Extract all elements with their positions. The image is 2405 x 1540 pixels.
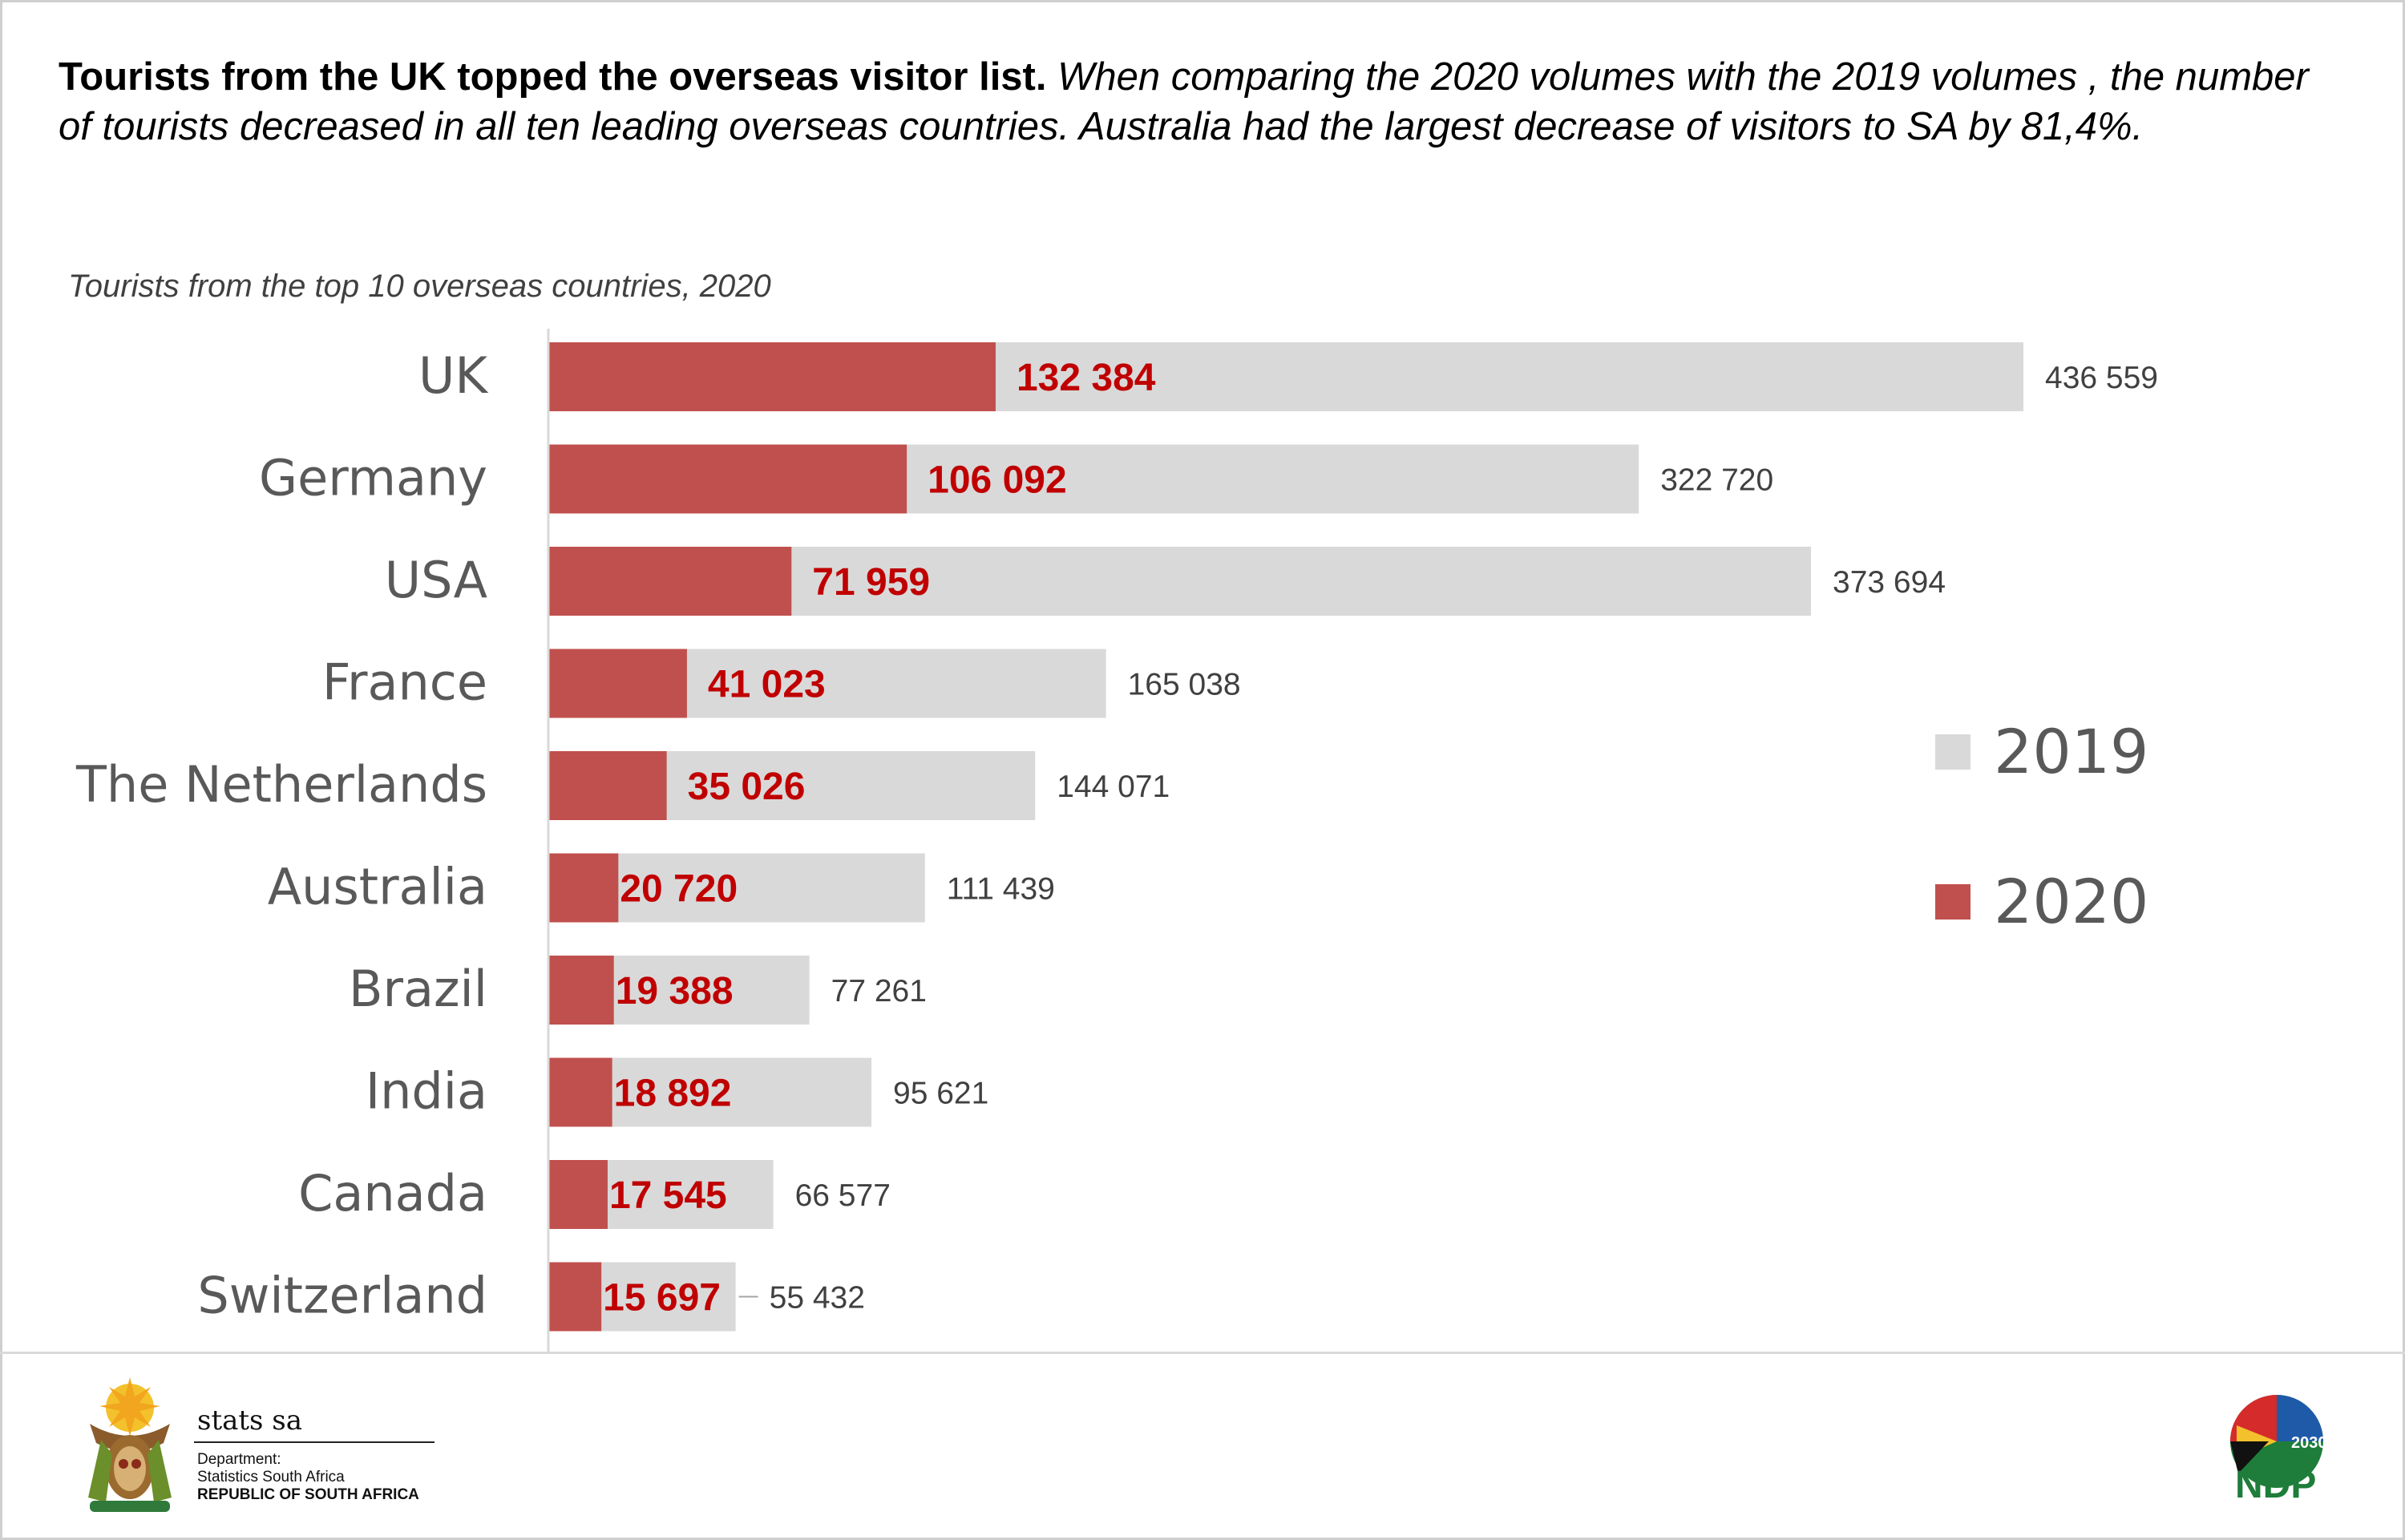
coat-of-arms-icon: [88, 1377, 172, 1512]
category-label: USA: [385, 551, 487, 609]
category-label: Canada: [298, 1164, 487, 1223]
value-label-2019: 95 621: [893, 1077, 988, 1111]
dept-name: Statistics South Africa: [197, 1469, 345, 1485]
headline: Tourists from the UK topped the overseas…: [59, 52, 2351, 152]
value-label-2019: 165 038: [1128, 668, 1241, 702]
value-label-2019: 55 432: [770, 1281, 865, 1316]
value-label-2020: 35 026: [688, 766, 806, 808]
ndp-text: NDP: [2235, 1464, 2316, 1506]
stats-sa-logo: stats sa Department: Statistics South Af…: [74, 1377, 459, 1518]
dept-label: Department:: [197, 1451, 281, 1468]
category-label: Switzerland: [197, 1267, 487, 1325]
category-label: Brazil: [349, 960, 487, 1018]
value-label-2020: 17 545: [609, 1174, 727, 1217]
value-label-2019: 77 261: [831, 974, 927, 1008]
footer-divider: [0, 1352, 2405, 1354]
value-label-2020: 132 384: [1017, 357, 1156, 399]
headline-italic: When comparing the 2020 volumes with the…: [59, 55, 2309, 148]
bar-2020: [548, 1057, 612, 1127]
bar-2020: [548, 547, 792, 616]
category-label: Australia: [268, 858, 487, 916]
bar-2020: [548, 342, 996, 411]
value-label-2020: 20 720: [620, 868, 738, 911]
value-label-2020: 71 959: [812, 561, 930, 604]
bar-2020: [548, 853, 619, 923]
value-label-2020: 41 023: [708, 664, 826, 706]
chart-title: Tourists from the top 10 overseas countr…: [68, 269, 771, 304]
bar-2020: [548, 956, 614, 1025]
legend-label-2019: 2019: [1994, 716, 2148, 787]
value-label-2020: 19 388: [616, 970, 734, 1013]
category-label: India: [366, 1062, 487, 1121]
bar-2020: [548, 751, 667, 820]
value-label-2020: 106 092: [928, 459, 1067, 502]
category-label: UK: [418, 346, 488, 405]
value-label-2019: 66 577: [795, 1178, 891, 1213]
category-label: The Netherlands: [75, 755, 487, 814]
legend-label-2020: 2020: [1994, 866, 2148, 937]
org-name: stats sa: [197, 1405, 303, 1437]
bar-2020: [548, 1262, 602, 1332]
bar-2020: [548, 649, 687, 718]
headline-bold: Tourists from the UK topped the overseas…: [59, 55, 1047, 99]
value-label-2020: 18 892: [614, 1073, 732, 1115]
republic-name: REPUBLIC OF SOUTH AFRICA: [197, 1486, 419, 1503]
category-label: Germany: [259, 449, 487, 507]
bar-2020: [548, 444, 907, 514]
value-label-2019: 111 439: [947, 872, 1055, 907]
legend-swatch-2020: [1935, 884, 1970, 920]
value-label-2020: 15 697: [603, 1277, 721, 1320]
value-label-2019: 436 559: [2045, 361, 2158, 395]
value-label-2019: 144 071: [1057, 770, 1170, 804]
category-label: France: [322, 653, 487, 712]
bar-2020: [548, 1160, 608, 1229]
legend-swatch-2019: [1935, 734, 1970, 770]
org-underline: [194, 1441, 435, 1443]
value-label-2019: 322 720: [1660, 463, 1773, 498]
ndp-year: 2030: [2291, 1434, 2327, 1452]
value-label-2019: 373 694: [1833, 565, 1946, 600]
ndp-2030-logo-icon: 2030 NDP: [2230, 1395, 2327, 1506]
